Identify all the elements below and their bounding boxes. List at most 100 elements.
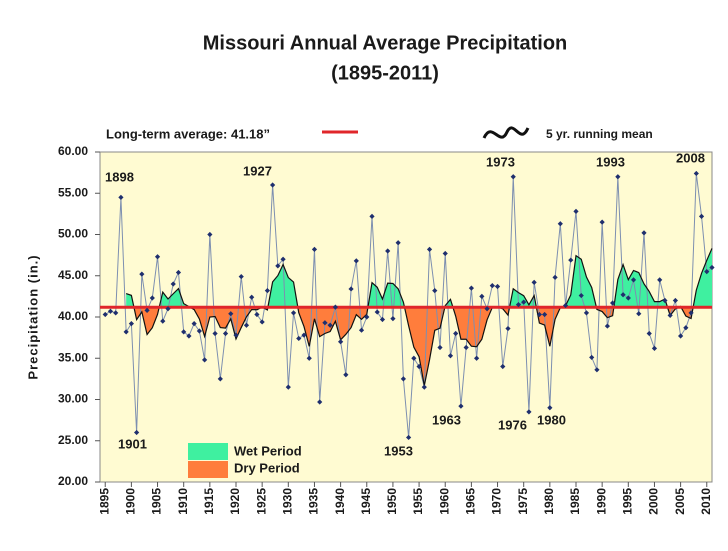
y-tick-label: 60.00 — [58, 144, 88, 158]
x-tick-label: 1925 — [254, 488, 268, 515]
data-point — [285, 384, 291, 390]
data-point — [170, 281, 176, 287]
annotation: 1980 — [537, 412, 566, 427]
data-point — [385, 248, 391, 254]
data-point — [521, 299, 527, 305]
x-tick-label: 1970 — [490, 488, 504, 515]
data-point — [442, 250, 448, 257]
x-tick-label: 1995 — [620, 488, 634, 515]
x-tick-label: 1895 — [97, 488, 111, 515]
x-tick-label: 1960 — [437, 488, 451, 515]
x-tick-label: 1910 — [176, 488, 190, 515]
y-tick-label: 35.00 — [58, 350, 88, 364]
x-tick-label: 1930 — [280, 488, 294, 515]
data-point — [144, 307, 150, 313]
data-point — [688, 310, 694, 316]
legend-dry-swatch — [188, 461, 228, 478]
x-tick-label: 1975 — [516, 488, 530, 515]
data-point — [353, 258, 359, 264]
data-point — [233, 332, 239, 338]
data-point — [672, 297, 678, 304]
data-point — [625, 295, 631, 301]
data-point — [107, 308, 114, 314]
data-point — [437, 344, 443, 351]
data-point — [515, 302, 522, 308]
x-tick-label: 1905 — [150, 488, 164, 515]
data-point — [165, 306, 171, 312]
x-tick-label: 2005 — [673, 488, 687, 515]
data-point — [264, 288, 270, 294]
data-point — [678, 333, 684, 339]
data-point — [604, 323, 610, 329]
data-point — [646, 330, 652, 337]
data-point — [458, 403, 464, 409]
x-tick-label: 2010 — [699, 488, 713, 515]
data-point — [432, 288, 438, 294]
data-point — [327, 322, 333, 328]
wet-fill — [126, 248, 712, 308]
data-point — [416, 363, 422, 370]
data-point — [479, 293, 485, 299]
data-point — [149, 295, 155, 301]
data-point — [358, 327, 365, 333]
data-point — [290, 310, 297, 316]
x-tick-label: 2000 — [647, 488, 661, 515]
annotation: 1973 — [486, 154, 515, 169]
data-point — [123, 329, 129, 335]
legend-label: Dry Period — [234, 460, 300, 475]
data-point — [338, 339, 344, 345]
data-point — [641, 230, 647, 236]
annotation: 1927 — [243, 163, 272, 178]
plot-area — [99, 151, 713, 483]
data-point — [301, 332, 307, 338]
annotation: 1963 — [432, 412, 461, 427]
data-point — [160, 318, 166, 324]
x-tick-label: 1950 — [385, 488, 399, 515]
data-point — [421, 384, 427, 390]
data-point — [494, 283, 501, 290]
data-point — [547, 405, 553, 411]
data-point — [562, 302, 569, 309]
y-tick-label: 25.00 — [58, 433, 88, 447]
data-point — [568, 257, 574, 263]
data-point — [348, 286, 354, 292]
data-point — [406, 434, 412, 441]
data-point — [531, 279, 537, 285]
data-point — [505, 325, 511, 332]
data-point — [484, 306, 490, 312]
legend-label: Wet Period — [234, 443, 302, 458]
data-point — [113, 310, 119, 316]
data-point — [526, 409, 532, 415]
annotation: 2008 — [676, 150, 705, 165]
data-point — [636, 311, 642, 317]
data-point — [667, 312, 673, 318]
data-point — [332, 304, 338, 310]
data-point — [599, 219, 605, 225]
data-point — [317, 399, 323, 405]
x-tick-label: 1940 — [333, 488, 347, 515]
data-point — [259, 319, 265, 325]
x-tick-label: 1945 — [359, 488, 373, 515]
data-point — [704, 269, 710, 275]
x-tick-label: 1955 — [411, 488, 425, 515]
data-point — [222, 330, 229, 337]
data-point — [620, 292, 626, 298]
data-point — [186, 333, 192, 339]
data-point — [254, 311, 260, 318]
data-point — [693, 170, 699, 177]
data-point — [500, 363, 506, 370]
x-tick-label: 1915 — [202, 488, 216, 515]
data-point — [207, 231, 213, 238]
data-point — [175, 269, 182, 276]
data-point — [630, 277, 637, 283]
annotation: 1976 — [498, 417, 527, 432]
data-point — [364, 314, 370, 320]
data-point — [552, 274, 558, 280]
data-point — [474, 355, 480, 361]
data-point — [390, 316, 396, 322]
x-tick-label: 1935 — [307, 488, 321, 515]
data-point — [275, 263, 281, 269]
data-point — [270, 182, 276, 188]
legend-label: 5 yr. running mean — [546, 127, 653, 141]
